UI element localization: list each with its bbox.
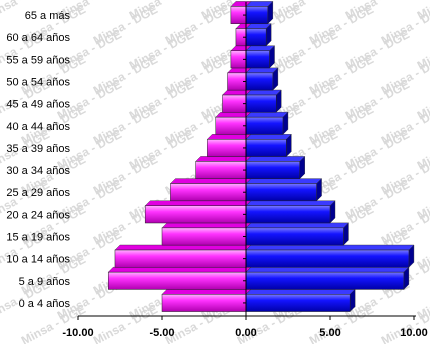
bar-female [144,205,247,224]
y-tick-label: 30 a 34 años [6,165,70,177]
x-tick-label: -5.00 [149,327,174,339]
y-tick-label: 45 a 49 años [6,99,70,111]
bar-top-male [245,89,282,96]
bar-male [245,161,301,179]
bar-male [245,294,351,312]
bar-top-male [245,178,323,184]
y-tick-label: 20 a 24 años [6,209,70,221]
y-tick-label: 15 a 19 años [6,232,70,244]
bar-top-male [245,134,292,140]
x-tick-label: 0.00 [235,327,256,339]
labels-layer: 0 a 4 años 5 a 9 años 10 a 14 años 15 a 19 … [6,10,427,339]
y-tick-label: 55 a 59 años [6,54,70,66]
y-tick-label: 60 a 64 años [6,32,70,44]
bar-top-male [245,266,410,273]
y-tick-label: 40 a 44 años [6,121,70,133]
bar-male [245,94,277,113]
bar-female [161,294,247,312]
bar-top-female [114,244,252,251]
bar-male [245,183,317,202]
bar-top-male [245,222,349,229]
bar-top-male [245,67,279,74]
y-tick-label: 25 a 29 años [6,187,70,199]
bar-top-female [107,266,252,273]
bar-top-male [245,244,415,251]
bar-male [245,50,270,69]
bar-top-female [144,200,252,206]
y-tick-label: 0 a 4 años [19,298,71,310]
bar-top-female [195,156,252,162]
y-tick-label: 65 a más [25,10,71,22]
bar-female [195,161,247,179]
bar-male [245,249,410,268]
bar-male [245,28,267,47]
bar-male [245,139,287,157]
bar-male [245,72,274,91]
bar-female [161,227,247,246]
x-tick-label: 5.00 [319,327,340,339]
bar-female [107,271,247,290]
bar-male [245,271,405,290]
bar-top-male [245,289,356,295]
bar-female [170,183,247,202]
y-tick-label: 5 a 9 años [19,276,71,288]
x-tick-label: -10.00 [62,327,93,339]
bar-male [245,205,331,224]
bar-female [222,94,247,113]
y-tick-label: 50 a 54 años [6,77,70,89]
y-tick-label: 35 a 39 años [6,143,70,155]
bar-top-female [206,134,252,140]
bar-top-male [245,156,306,162]
axis-layer [77,2,416,320]
y-tick-label: 10 a 14 años [6,254,70,266]
bar-male [245,116,284,135]
bar-male [245,6,269,24]
bar-male [245,227,344,246]
bar-top-female [161,222,252,229]
bar-top-male [245,200,336,206]
bar-top-female [169,178,252,184]
bar-female [114,249,247,268]
bar-top-female [161,289,252,295]
x-tick-label: 10.00 [400,327,428,339]
bar-top-male [245,111,289,118]
bar-female [215,116,247,135]
bar-female [207,139,247,157]
